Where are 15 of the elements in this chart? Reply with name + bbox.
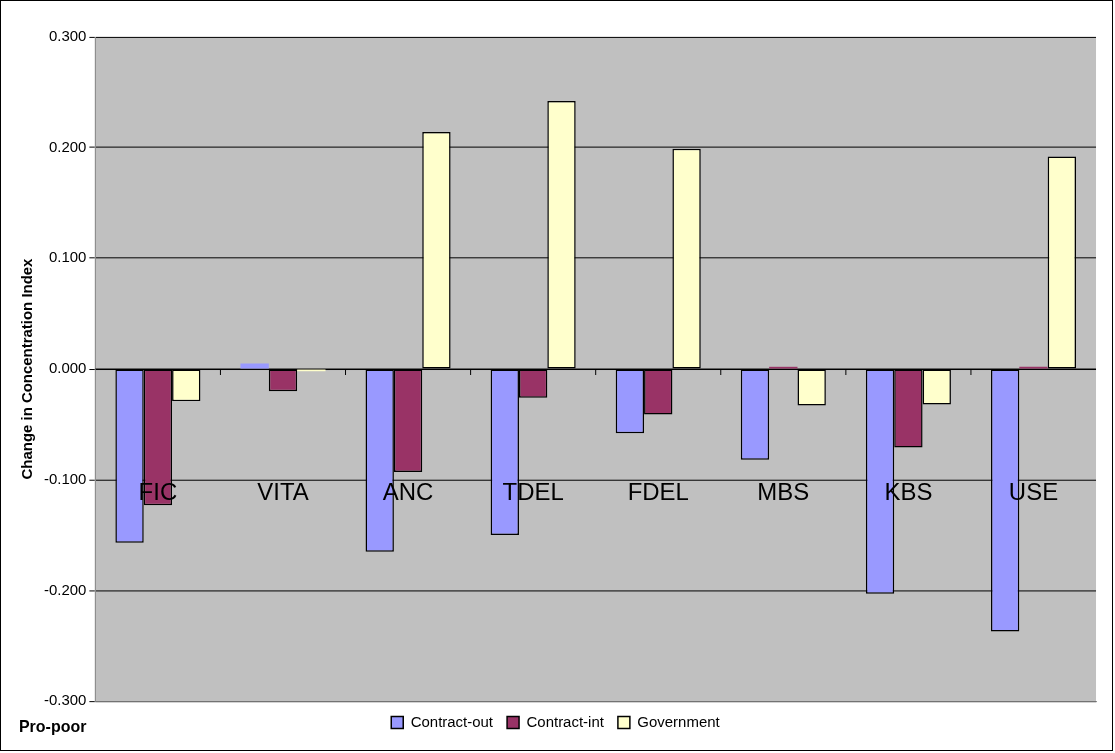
y-tick-label: 0.200 xyxy=(48,137,87,155)
legend-label: Contract-out xyxy=(410,712,494,730)
y-tick-label: 0.000 xyxy=(48,359,87,377)
legend-label: Government xyxy=(637,712,721,730)
x-tick-label: MBS xyxy=(757,478,810,506)
y-tick-label: -0.300 xyxy=(43,691,87,709)
text: Pro-poor xyxy=(18,718,87,736)
y-axis-title: Change in Concentration Index xyxy=(18,257,36,480)
y-tick-label: 0.100 xyxy=(48,248,87,266)
legend-label: Contract-int xyxy=(526,712,605,730)
x-tick-label: VITA xyxy=(257,478,309,506)
y-tick-label: 0.300 xyxy=(48,27,87,45)
y-tick-label: -0.100 xyxy=(43,469,87,487)
x-tick-label: FDEL xyxy=(627,478,689,506)
y-tick-label: -0.200 xyxy=(43,580,87,598)
